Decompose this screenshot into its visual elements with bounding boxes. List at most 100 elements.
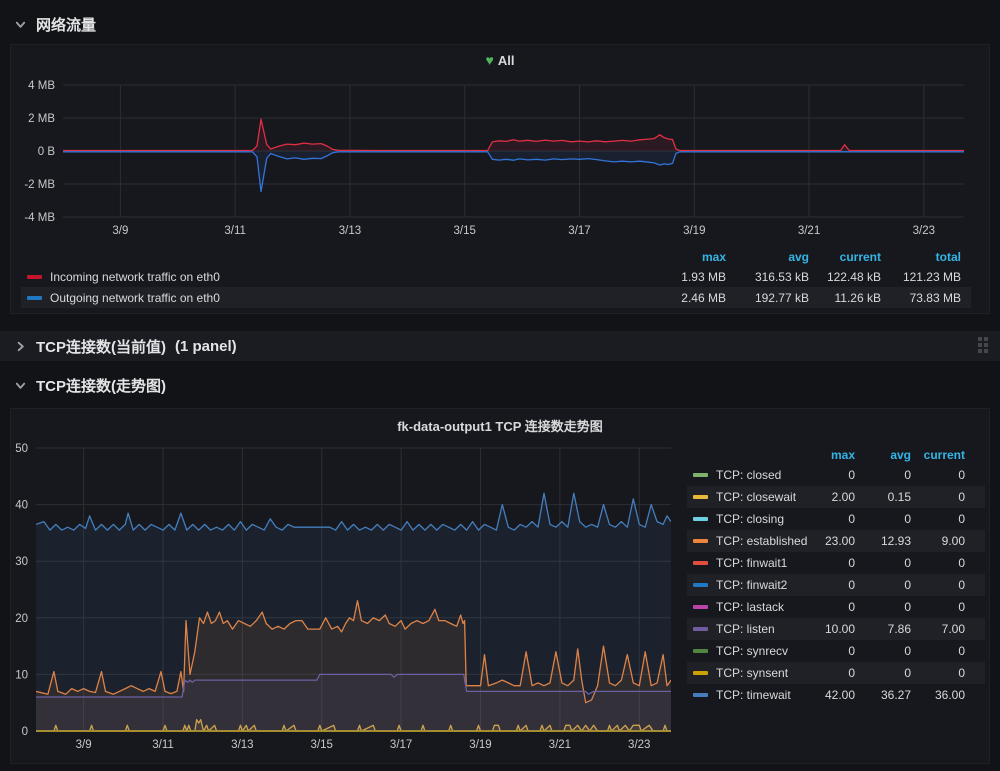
legend-series-label[interactable]: TCP: closing [716, 512, 785, 526]
drag-handle-icon[interactable] [978, 337, 988, 353]
legend-value: 121.23 MB [902, 269, 961, 284]
legend-series-label[interactable]: TCP: finwait2 [716, 578, 788, 592]
series-color-icon[interactable] [693, 583, 708, 587]
svg-text:20: 20 [15, 613, 28, 625]
series-color-icon[interactable] [693, 627, 708, 631]
series-color-icon[interactable] [693, 671, 708, 675]
legend-value: 0 [958, 600, 965, 614]
legend-sort-avg[interactable]: avg [788, 250, 809, 264]
network-traffic-panel: ♥ All 4 MB 2 MB 0 B -2 MB -4 MB 3/9 3/11 3/13 3/1… [10, 44, 990, 314]
svg-text:3/21: 3/21 [549, 739, 571, 751]
legend-value: 0 [848, 644, 855, 658]
legend-series-label[interactable]: TCP: synsent [716, 666, 789, 680]
legend-row[interactable]: TCP: timewait 42.00 36.27 36.00 [687, 684, 985, 706]
legend-value: 7.86 [887, 622, 911, 636]
series-color-icon[interactable] [27, 295, 42, 300]
legend-sort-avg[interactable]: avg [890, 448, 911, 462]
legend-series-label[interactable]: TCP: timewait [716, 688, 791, 702]
legend-value: 0 [958, 644, 965, 658]
svg-text:0 B: 0 B [38, 146, 56, 158]
legend-value: 0 [904, 512, 911, 526]
legend-row[interactable]: Outgoing network traffic on eth0 2.46 MB 1… [21, 287, 971, 308]
legend-header-row: max avg current [687, 446, 985, 464]
legend-value: 0 [848, 556, 855, 570]
svg-text:3/11: 3/11 [152, 739, 174, 751]
legend-value: 1.93 MB [681, 269, 726, 284]
legend-row[interactable]: Incoming network traffic on eth0 1.93 MB 3… [21, 266, 971, 287]
legend-value: 10.00 [824, 622, 855, 636]
legend-sort-total[interactable]: total [935, 250, 961, 264]
svg-text:-2 MB: -2 MB [24, 179, 55, 191]
section-row-tcp-current[interactable]: TCP连接数(当前值) (1 panel) [0, 331, 1000, 361]
legend-value: 0 [958, 468, 965, 482]
section-title: TCP连接数(当前值) [36, 338, 166, 356]
series-color-icon[interactable] [693, 517, 708, 521]
legend-series-label[interactable]: TCP: lastack [716, 600, 785, 614]
legend-row[interactable]: TCP: closed 0 0 0 [687, 464, 985, 486]
series-color-icon[interactable] [693, 473, 708, 477]
legend-row[interactable]: TCP: closewait 2.00 0.15 0 [687, 486, 985, 508]
legend-row[interactable]: TCP: closing 0 0 0 [687, 508, 985, 530]
legend-value: 36.00 [934, 688, 965, 702]
svg-text:3/9: 3/9 [76, 739, 92, 751]
svg-text:-4 MB: -4 MB [24, 212, 55, 224]
legend-row[interactable]: TCP: established 23.00 12.93 9.00 [687, 530, 985, 552]
legend-series-label[interactable]: TCP: closed [716, 468, 782, 482]
legend-row[interactable]: TCP: listen 10.00 7.86 7.00 [687, 618, 985, 640]
legend-value: 11.26 kB [834, 290, 881, 305]
legend-series-label[interactable]: TCP: closewait [716, 490, 797, 504]
legend-sort-max[interactable]: max [830, 448, 855, 462]
series-color-icon[interactable] [693, 649, 708, 653]
svg-text:3/13: 3/13 [339, 225, 361, 237]
series-color-icon[interactable] [693, 605, 708, 609]
svg-text:3/19: 3/19 [469, 739, 491, 751]
chevron-down-icon [15, 382, 26, 389]
legend-sort-max[interactable]: max [701, 250, 726, 264]
panel-title-text: All [497, 53, 515, 68]
legend-row[interactable]: TCP: finwait1 0 0 0 [687, 552, 985, 574]
section-title: 网络流量 [36, 16, 97, 34]
legend-value: 316.53 kB [754, 269, 809, 284]
panel-title-tcp-trend[interactable]: fk-data-output1 TCP 连接数走势图 [397, 419, 603, 434]
legend-value: 7.00 [941, 622, 965, 636]
legend-row[interactable]: TCP: synsent 0 0 0 [687, 662, 985, 684]
heart-icon: ♥ [485, 52, 494, 68]
legend-value: 0 [958, 512, 965, 526]
chevron-right-icon [17, 341, 24, 351]
legend-series-label[interactable]: TCP: finwait1 [716, 556, 788, 570]
series-color-icon[interactable] [693, 693, 708, 697]
legend-value: 42.00 [824, 688, 855, 702]
legend-sort-current[interactable]: current [839, 250, 881, 264]
svg-text:3/21: 3/21 [798, 225, 820, 237]
svg-text:50: 50 [15, 443, 28, 455]
tcp-trend-chart[interactable]: 50 40 30 20 10 0 3/9 3/11 3/13 3/15 3/17 3/19 3/21 3/… [11, 435, 711, 765]
legend-series-label[interactable]: TCP: listen [716, 622, 775, 636]
legend-row[interactable]: TCP: lastack 0 0 0 [687, 596, 985, 618]
legend-header-row: max avg current total [21, 246, 971, 266]
legend-row[interactable]: TCP: finwait2 0 0 0 [687, 574, 985, 596]
legend-value: 0 [848, 666, 855, 680]
series-color-icon[interactable] [693, 495, 708, 499]
series-color-icon[interactable] [693, 539, 708, 543]
series-color-icon[interactable] [693, 561, 708, 565]
legend-series-label[interactable]: Outgoing network traffic on eth0 [50, 290, 220, 305]
svg-text:3/15: 3/15 [311, 739, 333, 751]
series-color-icon[interactable] [27, 274, 42, 279]
legend-series-label[interactable]: Incoming network traffic on eth0 [50, 269, 220, 284]
legend-series-label[interactable]: TCP: synrecv [716, 644, 789, 658]
section-row-tcp-trend[interactable]: TCP连接数(走势图) [14, 373, 166, 397]
svg-text:30: 30 [15, 556, 28, 568]
legend-series-label[interactable]: TCP: established [716, 534, 808, 548]
legend-sort-current[interactable]: current [923, 448, 965, 462]
legend-value: 0 [904, 600, 911, 614]
section-row-network[interactable]: 网络流量 [14, 12, 96, 36]
panel-title-all[interactable]: ♥ All [11, 52, 989, 68]
svg-text:2 MB: 2 MB [28, 113, 55, 125]
legend-value: 0 [958, 578, 965, 592]
network-traffic-chart[interactable]: 4 MB 2 MB 0 B -2 MB -4 MB 3/9 3/11 3/13 3/15 3/17… [11, 75, 991, 247]
legend-value: 0 [848, 578, 855, 592]
legend-value: 0 [904, 578, 911, 592]
legend-row[interactable]: TCP: synrecv 0 0 0 [687, 640, 985, 662]
legend-value: 2.00 [831, 490, 855, 504]
